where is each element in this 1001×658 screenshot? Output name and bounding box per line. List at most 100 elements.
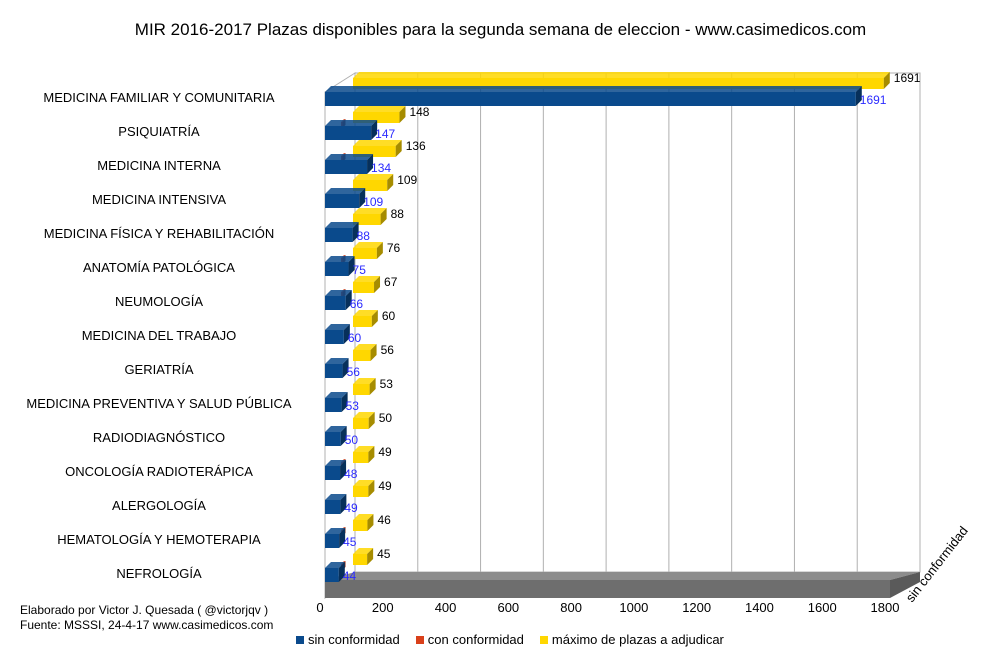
value-label-maximo: 46	[377, 513, 391, 527]
value-label-maximo: 49	[378, 445, 392, 459]
bar-sin-conformidad	[325, 324, 350, 344]
category-label: PSIQUIATRÍA	[118, 124, 200, 139]
x-tick-label: 1800	[871, 600, 900, 615]
footer-source: Fuente: MSSSI, 24-4-17 www.casimedicos.c…	[20, 618, 274, 632]
value-label-sin-conformidad: 45	[343, 535, 357, 549]
bar-sin-conformidad	[325, 154, 374, 174]
x-tick-label: 200	[372, 600, 394, 615]
bar-maximo	[353, 514, 374, 531]
floor-front	[325, 580, 890, 598]
legend-label-maximo: máximo de plazas a adjudicar	[551, 632, 724, 647]
category-label: RADIODIAGNÓSTICO	[92, 430, 226, 445]
bar-sin-conformidad	[325, 86, 862, 106]
footer-credits: Elaborado por Victor J. Quesada ( @victo…	[20, 603, 273, 633]
bar-maximo	[353, 412, 375, 429]
value-label-maximo: 148	[409, 105, 429, 119]
value-label-maximo: 67	[384, 275, 398, 289]
value-label-sin-conformidad: 1691	[860, 93, 887, 107]
value-label-maximo: 56	[381, 343, 395, 357]
bar-sin-conformidad	[325, 426, 347, 446]
value-label-maximo: 49	[378, 479, 392, 493]
legend-label-sin-conformidad: sin conformidad	[308, 632, 400, 647]
legend: sin conformidad con conformidad máximo d…	[296, 632, 724, 647]
value-label-maximo: 136	[406, 139, 426, 153]
value-label-sin-conformidad: 56	[347, 365, 361, 379]
x-tick-label: 1000	[619, 600, 648, 615]
bar-maximo	[353, 276, 381, 293]
x-tick-label: 0	[316, 600, 323, 615]
category-label: GERIATRÍA	[124, 362, 194, 377]
bar-maximo	[353, 140, 402, 157]
value-labels: 1691 1691 148 147 136 134 109 109 88 88 76 75 67 66 60…	[343, 71, 921, 583]
x-tick-label: 600	[497, 600, 519, 615]
category-label: NEUMOLOGÍA	[114, 294, 204, 309]
value-label-sin-conformidad: 44	[343, 569, 357, 583]
category-label: MEDICINA DEL TRABAJO	[81, 328, 237, 343]
legend-item-con-conformidad: con conformidad	[415, 632, 524, 647]
value-label-maximo: 88	[391, 207, 405, 221]
floor-side	[890, 572, 920, 598]
value-label-sin-conformidad: 66	[350, 297, 364, 311]
legend-swatch-maximo	[539, 635, 548, 644]
value-label-sin-conformidad: 53	[346, 399, 360, 413]
value-label-sin-conformidad: 147	[375, 127, 395, 141]
x-tick-label: 400	[435, 600, 457, 615]
value-label-maximo: 50	[379, 411, 393, 425]
bar-sin-conformidad	[325, 358, 349, 378]
value-label-sin-conformidad: 75	[353, 263, 367, 277]
bar-sin-conformidad	[325, 460, 347, 480]
value-label-sin-conformidad: 49	[344, 501, 358, 515]
category-label: HEMATOLOGÍA Y HEMOTERAPIA	[57, 532, 261, 547]
legend-swatch-con-conformidad	[415, 635, 424, 644]
value-label-maximo: 53	[380, 377, 394, 391]
bar-sin-conformidad	[325, 562, 345, 582]
x-tick-label: 1400	[745, 600, 774, 615]
value-label-maximo: 76	[387, 241, 401, 255]
bar-maximo	[353, 446, 375, 463]
chart-walls	[324, 72, 921, 600]
bar-sin-conformidad	[325, 222, 359, 242]
bar-sin-conformidad	[325, 392, 348, 412]
category-label: ANATOMÍA PATOLÓGICA	[83, 260, 235, 275]
legend-label-con-conformidad: con conformidad	[427, 632, 524, 647]
bar-sin-conformidad	[325, 290, 352, 310]
bar-maximo	[353, 106, 406, 123]
bar-maximo	[353, 548, 374, 565]
chart-title: MIR 2016-2017 Plazas disponibles para la…	[134, 20, 867, 39]
x-tick-labels: 0 200 400 600 800 1000 1200 1400 1600 1800	[316, 600, 899, 615]
category-label: MEDICINA FÍSICA Y REHABILITACIÓN	[43, 226, 275, 241]
bar-maximo	[353, 480, 375, 497]
value-label-maximo: 60	[382, 309, 396, 323]
category-label: NEFROLOGÍA	[116, 566, 202, 581]
bar-maximo	[353, 310, 378, 327]
x-tick-label: 1200	[682, 600, 711, 615]
bars	[325, 72, 890, 582]
value-label-sin-conformidad: 50	[345, 433, 359, 447]
floor-top	[325, 572, 920, 580]
category-labels: MEDICINA FAMILIAR Y COMUNITARIA PSIQUIATR…	[0, 0, 320, 658]
value-label-sin-conformidad: 48	[344, 467, 358, 481]
value-label-maximo: 1691	[894, 71, 921, 85]
value-label-sin-conformidad: 60	[348, 331, 362, 345]
bar-maximo	[353, 174, 394, 191]
value-label-maximo: 109	[397, 173, 417, 187]
x-tick-label: 800	[560, 600, 582, 615]
bar-maximo	[353, 208, 387, 225]
grid-lines	[354, 73, 921, 572]
bar-sin-conformidad	[325, 120, 378, 140]
category-label: MEDICINA INTENSIVA	[91, 192, 227, 207]
back-wall	[354, 72, 921, 573]
value-label-sin-conformidad: 134	[371, 161, 391, 175]
category-label: MEDICINA FAMILIAR Y COMUNITARIA	[43, 90, 275, 105]
category-label: MEDICINA INTERNA	[97, 158, 221, 173]
category-label: ONCOLOGÍA RADIOTERÁPICA	[65, 464, 253, 479]
value-label-sin-conformidad: 109	[363, 195, 383, 209]
bar-maximo	[353, 242, 383, 259]
legend-item-maximo: máximo de plazas a adjudicar	[539, 632, 724, 647]
value-label-maximo: 45	[377, 547, 391, 561]
chart-floor	[325, 572, 920, 598]
bar-sin-conformidad	[325, 528, 346, 548]
value-label-sin-conformidad: 88	[357, 229, 371, 243]
bar-maximo	[353, 344, 377, 361]
